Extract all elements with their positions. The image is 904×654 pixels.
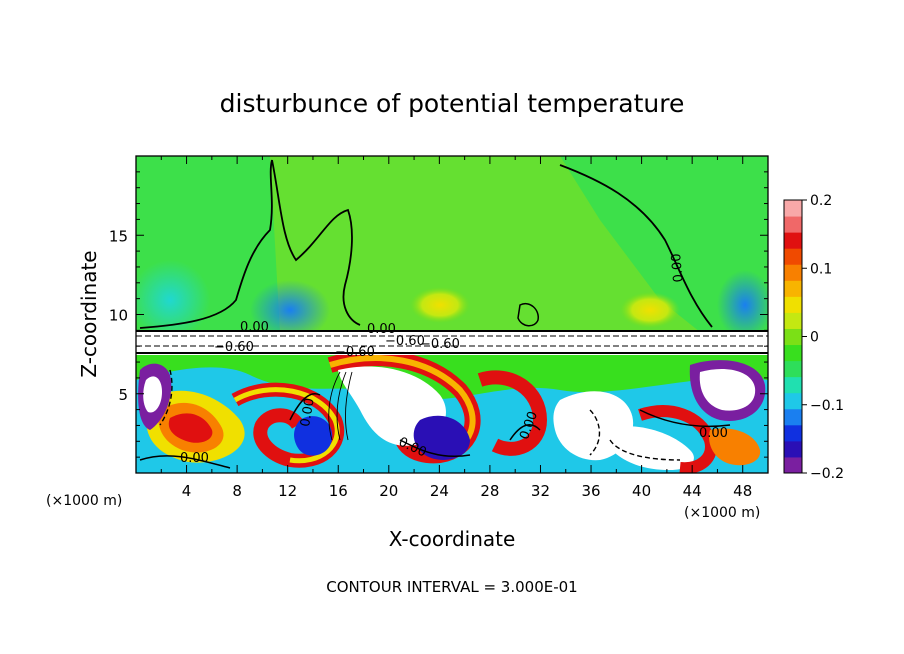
colorbar <box>784 200 802 474</box>
contour-label: 0.00 <box>669 253 686 283</box>
field-lower-swirl-1b <box>233 387 340 464</box>
x-tick-label: 16 <box>329 482 348 500</box>
field-upper-yellow-1 <box>410 287 470 323</box>
x-tick-label: 48 <box>733 482 752 500</box>
y-tick-label: 10 <box>109 307 128 325</box>
colorbar-ticks: 0.2 0.1 0 −0.1 −0.2 <box>802 193 844 482</box>
colorbar-swatch <box>784 424 802 442</box>
x-axis-ticks: 4 8 12 16 20 24 28 32 36 40 44 48 <box>160 156 752 500</box>
colorbar-swatch <box>784 200 802 217</box>
x-tick-label: 40 <box>632 482 651 500</box>
x-unit-left: (×1000 m) <box>46 493 122 509</box>
x-unit-right: (×1000 m) <box>684 505 760 521</box>
field-upper-blue-left <box>250 280 330 340</box>
colorbar-tick-label: −0.1 <box>810 398 844 414</box>
field-upper-yellowgreen <box>270 156 700 332</box>
field-upper-cyan-left <box>136 260 210 340</box>
field-lower-red <box>168 413 213 443</box>
contour-zero-upper <box>139 159 713 329</box>
field-upper-blue-right <box>717 270 768 340</box>
colorbar-swatch <box>784 344 802 362</box>
contour-label: 0.00 <box>240 320 269 335</box>
field-lower-blue-2 <box>294 416 333 456</box>
contour-neg-lower <box>159 369 681 461</box>
contour-label: −0.60 <box>420 337 460 352</box>
contour-interval-note: CONTOUR INTERVAL = 3.000E-01 <box>326 578 577 596</box>
colorbar-swatch <box>784 216 802 233</box>
contour-label: 0.00 <box>180 451 209 466</box>
x-tick-label: 24 <box>430 482 449 500</box>
field-lower-blue-center <box>413 415 470 460</box>
colorbar-swatch <box>784 392 802 410</box>
field-lower-white-far-right <box>699 368 756 411</box>
plot-area <box>136 156 768 473</box>
x-tick-label: 44 <box>683 482 702 500</box>
contour-label: 0.00 <box>699 426 728 441</box>
colorbar-tick-label: 0.2 <box>810 193 832 209</box>
colorbar-tick-label: 0.1 <box>810 261 832 277</box>
x-tick-label: 8 <box>232 482 242 500</box>
x-axis-label: X-coordinate <box>389 527 516 551</box>
y-axis-ticks: 5 10 15 <box>109 171 768 458</box>
colorbar-tick-label: 0 <box>810 330 819 346</box>
y-tick-label: 5 <box>118 386 128 404</box>
field-lower-white-left <box>143 376 162 413</box>
field-upper-yellow-2 <box>620 292 680 328</box>
x-tick-label: 12 <box>278 482 297 500</box>
colorbar-swatch <box>784 280 802 297</box>
x-tick-label: 28 <box>480 482 499 500</box>
field-lower-red-2 <box>477 370 548 456</box>
contour-lines-lower-dense <box>328 371 353 441</box>
x-tick-label: 36 <box>581 482 600 500</box>
colorbar-swatch <box>784 360 802 378</box>
colorbar-swatch <box>784 376 802 394</box>
colorbar-swatch <box>784 296 802 313</box>
colorbar-swatch <box>784 232 802 249</box>
contour-label: −0.60 <box>385 334 425 349</box>
colorbar-swatch <box>784 264 802 281</box>
field-lower-white-right-2 <box>600 426 694 470</box>
field-lower-orange-right <box>709 428 761 466</box>
x-tick-label: 32 <box>531 482 550 500</box>
colorbar-swatch <box>784 440 802 458</box>
contour-label: 0.00 <box>298 397 318 428</box>
contour-label: −0.60 <box>214 340 254 355</box>
colorbar-swatch <box>784 408 802 426</box>
y-axis-label: Z-coordinate <box>77 250 101 377</box>
contour-label: −0.60 <box>335 345 375 360</box>
colorbar-swatch <box>784 248 802 265</box>
chart-title: disturbunce of potential temperature <box>220 89 685 118</box>
contour-zero-lower <box>139 393 731 469</box>
x-tick-label: 20 <box>379 482 398 500</box>
x-tick-label: 4 <box>182 482 192 500</box>
colorbar-swatch <box>784 456 802 474</box>
colorbar-swatch <box>784 328 802 346</box>
y-tick-label: 15 <box>109 227 128 245</box>
contour-blob-upper <box>517 303 539 327</box>
colorbar-swatch <box>784 312 802 329</box>
colorbar-tick-label: −0.2 <box>810 466 844 482</box>
contour-label: 0.00 <box>367 322 396 337</box>
inversion-band <box>136 330 768 355</box>
